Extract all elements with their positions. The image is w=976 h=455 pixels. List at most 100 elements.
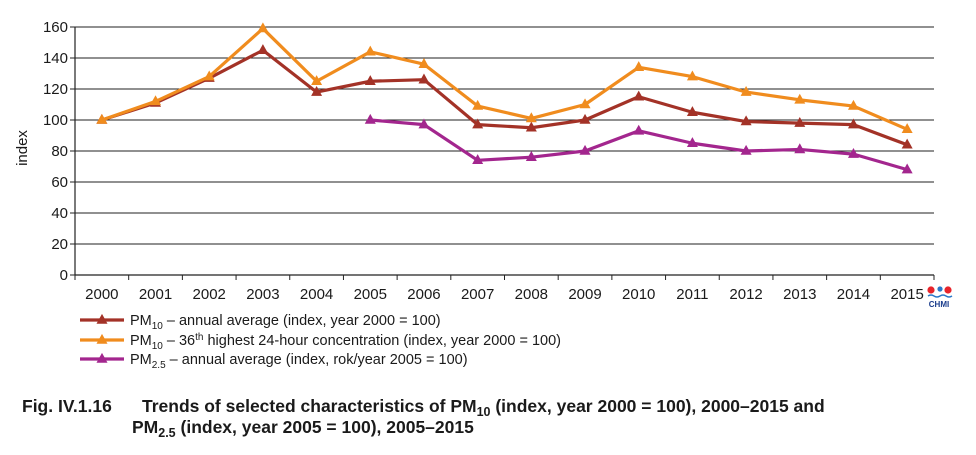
data-point-pm25_annual [418, 118, 430, 129]
caption-text-3: PM [132, 417, 159, 437]
data-point-pm10_annual [579, 113, 591, 124]
series-line-pm10_annual [101, 48, 908, 147]
x-tick-label: 2004 [300, 286, 333, 303]
data-point-pm25_annual [364, 113, 376, 124]
data-point-pm10_annual [686, 106, 698, 117]
data-point-pm25_annual [686, 137, 698, 148]
data-point-pm10_36th [203, 70, 215, 81]
data-point-pm10_36th [686, 70, 698, 81]
data-point-pm10_annual [311, 85, 323, 96]
data-point-pm25_annual [633, 124, 645, 135]
y-tick-label: 20 [51, 236, 68, 253]
series-lines [96, 22, 913, 174]
data-point-pm25_annual [472, 154, 484, 165]
x-tick-label: 2006 [407, 286, 440, 303]
series-line-pm10_36th [101, 26, 908, 131]
legend-label: PM10 – annual average (index, year 2000 … [130, 313, 441, 332]
x-tick-label: 2011 [676, 286, 708, 303]
data-point-pm25_annual [794, 143, 806, 154]
data-point-pm10_36th [311, 75, 323, 86]
data-point-pm10_36th [901, 123, 913, 134]
y-tick-label: 80 [51, 143, 68, 160]
caption-text-1: Trends of selected characteristics of PM [142, 396, 477, 416]
data-point-pm10_36th [472, 99, 484, 110]
data-point-pm10_annual [418, 73, 430, 84]
y-tick-label: 60 [51, 174, 68, 191]
data-point-pm10_annual [633, 90, 645, 101]
y-tick-label: 0 [60, 267, 68, 284]
legend-swatch-marker [96, 352, 108, 363]
y-tick-label: 120 [43, 81, 68, 98]
legend-item-pm10_annual: PM10 – annual average (index, year 2000 … [80, 313, 441, 332]
y-tick-label: 160 [43, 19, 68, 36]
caption-text-2: (index, year 2000 = 100), 2000–2015 and [490, 396, 825, 416]
data-point-pm25_annual [847, 147, 859, 158]
data-point-pm10_annual [901, 138, 913, 149]
series-pm10_annual [96, 44, 913, 149]
data-point-pm10_36th [579, 98, 591, 109]
data-point-pm10_36th [847, 99, 859, 110]
data-point-pm25_annual [901, 163, 913, 174]
data-point-pm10_annual [794, 116, 806, 127]
data-point-pm10_36th [794, 93, 806, 104]
data-point-pm10_annual [847, 118, 859, 129]
data-point-pm25_annual [525, 151, 537, 161]
y-tick-label: 40 [51, 205, 68, 222]
logo-blue-dot [937, 286, 943, 292]
data-point-pm10_annual [525, 121, 537, 132]
x-tick-label: 2013 [783, 286, 816, 303]
y-tick-labels: 0 20 40 60 80 100 120 140 160 [43, 19, 68, 284]
axes [74, 27, 935, 280]
series-pm10_36th [96, 22, 913, 134]
data-point-pm25_annual [579, 144, 591, 155]
x-tick-label: 2010 [622, 286, 655, 303]
legend-swatch-marker [96, 313, 108, 324]
y-tick-label: 100 [43, 112, 68, 129]
legend-item-pm25_annual: PM2.5 – annual average (index, rok/year … [80, 352, 468, 371]
caption-text-4: (index, year 2005 = 100), 2005–2015 [175, 417, 474, 437]
legend: PM10 – annual average (index, year 2000 … [80, 313, 561, 371]
data-point-pm10_36th [740, 85, 752, 96]
figure-caption: Fig. IV.1.16 Trends of selected character… [22, 396, 962, 440]
x-tick-label: 2012 [729, 286, 762, 303]
caption-sub-2: 2.5 [158, 426, 176, 440]
logo-red-dot-left [927, 286, 935, 294]
data-point-pm10_36th [525, 112, 537, 123]
x-tick-label: 2000 [85, 286, 118, 303]
legend-label: PM10 – 36th highest 24-hour concentratio… [130, 332, 561, 352]
y-tick-label: 140 [43, 50, 68, 67]
logo-red-dot-right [944, 286, 952, 294]
logo-label: CHMI [929, 300, 949, 309]
data-point-pm10_annual [472, 118, 484, 129]
x-tick-label: 2008 [515, 286, 548, 303]
x-tick-label: 2009 [568, 286, 601, 303]
data-point-pm10_36th [633, 61, 645, 72]
data-point-pm10_36th [364, 45, 376, 56]
figure-number: Fig. IV.1.16 [22, 396, 112, 416]
x-tick-labels: 2000 2001 2002 2003 2004 2005 2006 2007 2008 2009… [85, 286, 924, 303]
x-tick-label: 2002 [193, 286, 226, 303]
legend-label: PM2.5 – annual average (index, rok/year … [130, 352, 468, 371]
data-point-pm25_annual [740, 144, 752, 155]
data-point-pm10_annual [740, 115, 752, 126]
caption-line-2: PM2.5 (index, year 2005 = 100), 2005–201… [22, 417, 962, 440]
gridlines [70, 26, 934, 276]
logo-wave [927, 294, 953, 298]
x-tick-label: 2005 [354, 286, 387, 303]
data-point-pm10_36th [96, 113, 108, 124]
x-tick-label: 2014 [837, 286, 870, 303]
y-axis-title: index [14, 130, 31, 166]
caption-line-1: Fig. IV.1.16 Trends of selected character… [22, 396, 962, 419]
caption-sub-1: 10 [476, 405, 491, 419]
x-tick-label: 2007 [461, 286, 494, 303]
data-point-pm10_annual [364, 75, 376, 86]
data-point-pm10_36th [150, 95, 162, 106]
legend-item-pm10_36th: PM10 – 36th highest 24-hour concentratio… [80, 332, 561, 352]
data-point-pm10_annual [257, 44, 269, 55]
chmi-logo: CHMI [927, 286, 953, 309]
legend-swatch-marker [96, 333, 108, 344]
data-point-pm10_36th [418, 58, 430, 68]
x-tick-label: 2003 [246, 286, 279, 303]
series-pm25_annual [364, 113, 913, 174]
